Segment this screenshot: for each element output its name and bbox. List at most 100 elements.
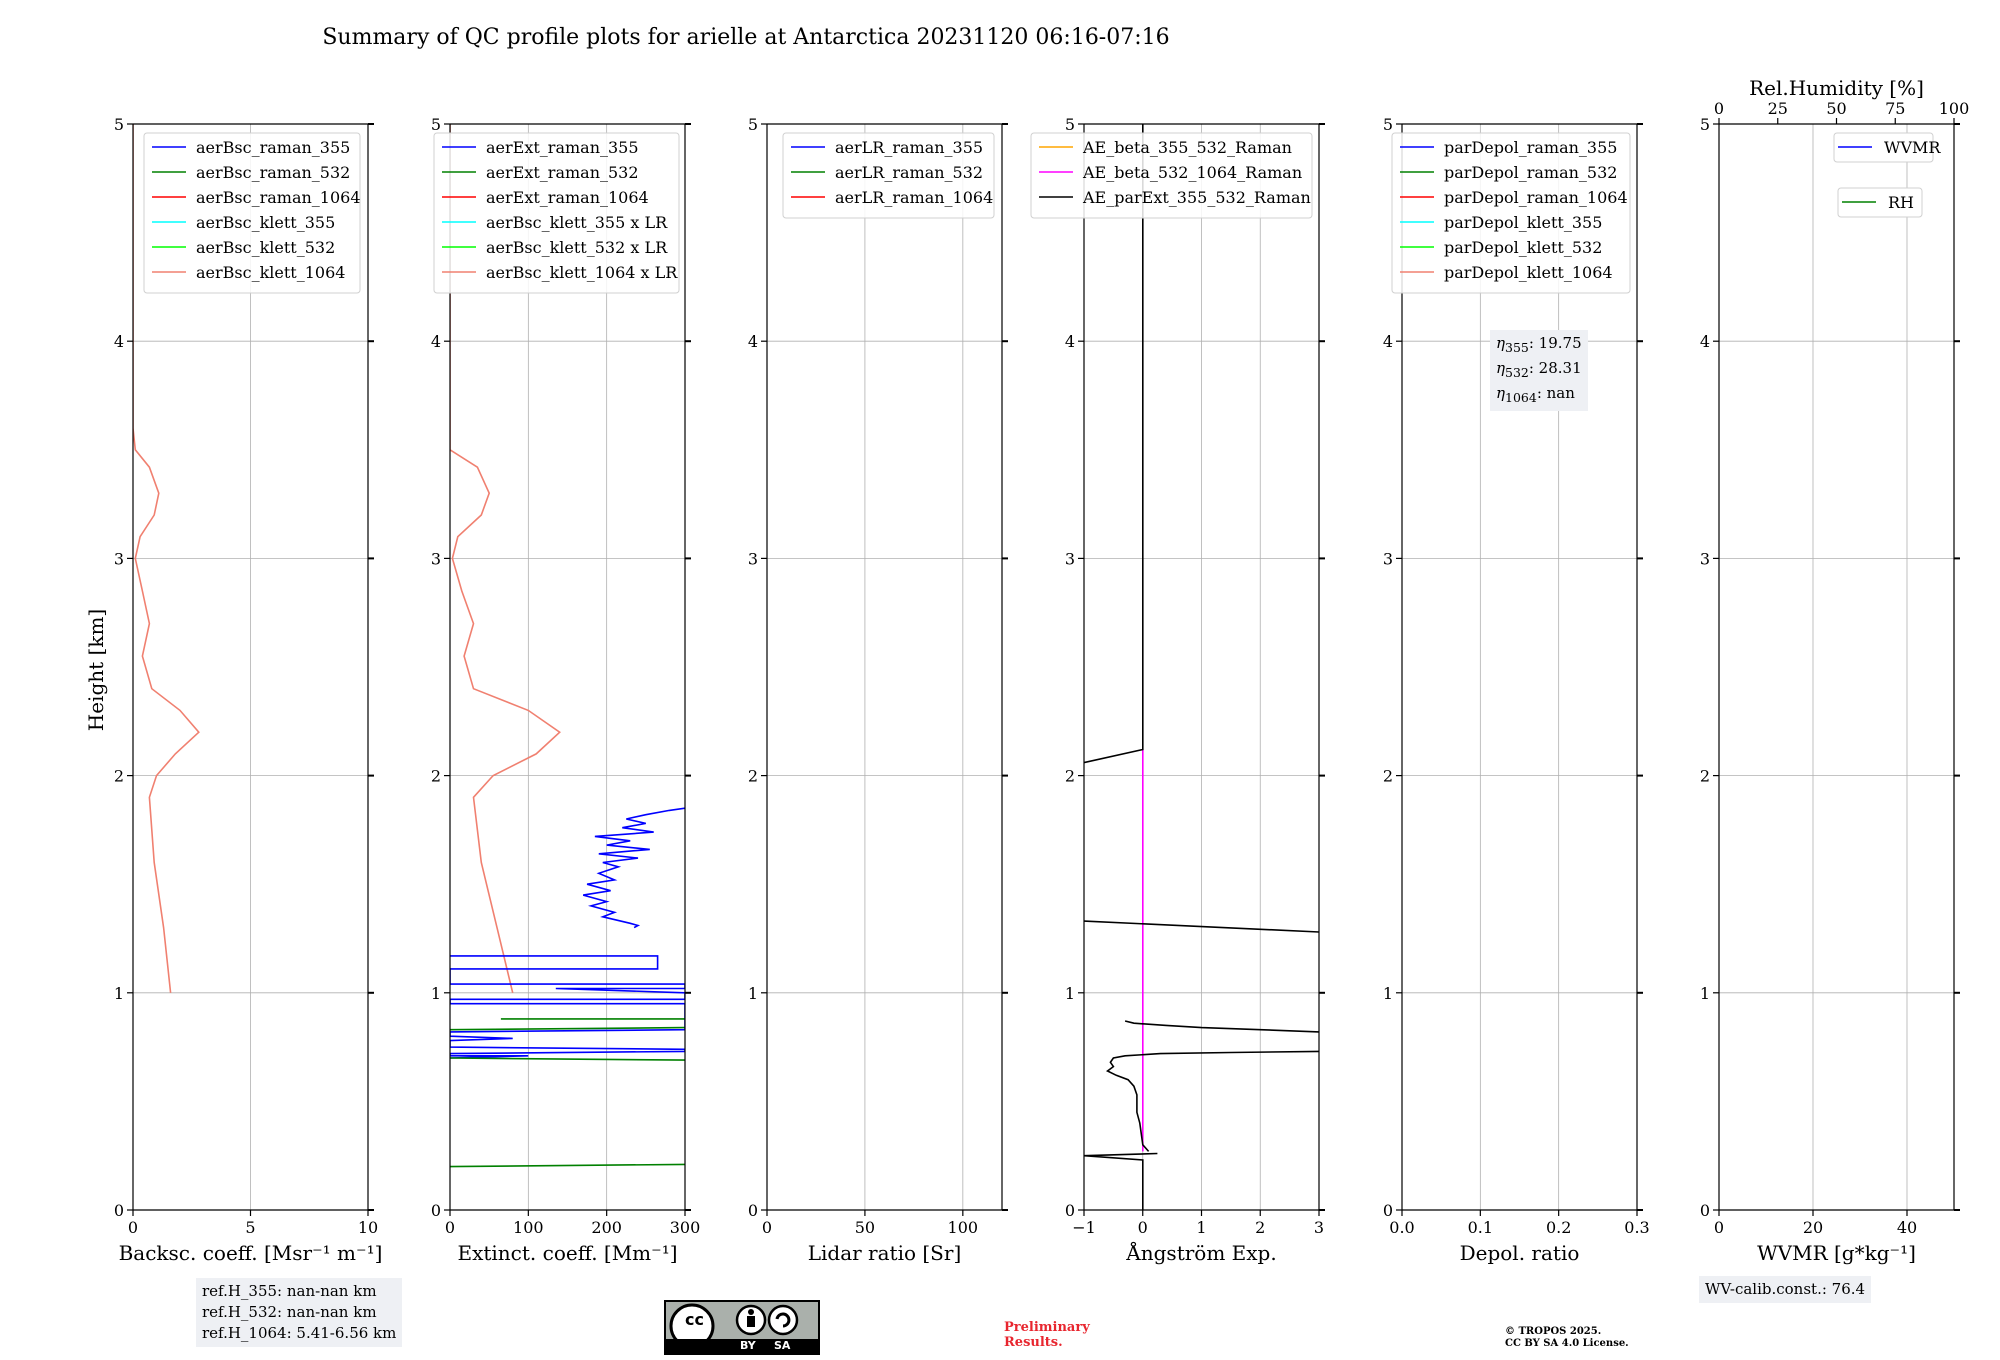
ref-height-355: ref.H_355: nan-nan km (202, 1282, 377, 1300)
x-tick-label-2: 0.2 (1546, 1218, 1571, 1237)
y-tick-label-0: 0 (748, 1201, 758, 1220)
legend-label-1: AE_beta_532_1064_Raman (1082, 163, 1302, 182)
y-tick-label-3: 3 (1065, 549, 1075, 568)
legend-label-2: AE_parExt_355_532_Raman (1082, 188, 1311, 207)
top-x-tick-label-4: 100 (1939, 99, 1970, 118)
x-tick-label-0: 0 (128, 1218, 138, 1237)
y-tick-label-3: 3 (1700, 549, 1710, 568)
cc-symbol-text: cc (685, 1310, 704, 1329)
x-axis-label-lr: Lidar ratio [Sr] (808, 1241, 962, 1265)
copyright-line-2: CC BY SA 4.0 License. (1505, 1338, 1629, 1349)
cc-logo-icon (669, 1303, 799, 1349)
y-tick-label-1: 1 (1700, 984, 1710, 1003)
series-line-ext-2 (450, 955, 685, 1059)
y-tick-label-4: 4 (1383, 332, 1393, 351)
preliminary-notice: Preliminary Results. (1004, 1320, 1090, 1350)
panel-bsc: 0 5 10 0 1 2 3 4 5 Backsc. coeff. [Msr⁻¹ m⁻¹] aerB… (114, 115, 383, 1265)
x-tick-label-2: 40 (1897, 1218, 1917, 1237)
x-tick-label-1: 50 (855, 1218, 875, 1237)
legend-label-3: aerBsc_klett_355 x LR (486, 213, 668, 232)
y-tick-label-5: 5 (1065, 115, 1075, 134)
legend-label-1: RH (1888, 193, 1914, 212)
legend-label-0: parDepol_raman_355 (1444, 138, 1617, 157)
legend-label-5: parDepol_klett_1064 (1444, 263, 1613, 282)
x-tick-label-0: 0 (445, 1218, 455, 1237)
series-line-ext-6 (450, 1163, 685, 1168)
y-tick-label-3: 3 (114, 549, 124, 568)
y-tick-label-4: 4 (1700, 332, 1710, 351)
x-tick-label-3: 2 (1255, 1218, 1265, 1237)
series-line-ae-1 (1084, 124, 1144, 764)
x-tick-label-1: 0 (1138, 1218, 1148, 1237)
y-tick-label-5: 5 (431, 115, 441, 134)
x-tick-label-0: 0 (1714, 1218, 1724, 1237)
y-tick-label-2: 2 (1383, 767, 1393, 786)
top-x-tick-label-1: 25 (1768, 99, 1788, 118)
top-x-tick-label-0: 0 (1714, 99, 1724, 118)
y-tick-label-1: 1 (1383, 984, 1393, 1003)
legend-label-0: aerBsc_raman_355 (196, 138, 350, 157)
eta-355: η355: 19.75 (1496, 334, 1582, 355)
series-line-bsc-0 (133, 124, 200, 993)
x-axis-label-ae: Ångström Exp. (1125, 1240, 1276, 1265)
x-tick-label-4: 3 (1314, 1218, 1324, 1237)
x-tick-label-3: 0.3 (1624, 1218, 1649, 1237)
legend-box (1030, 132, 1313, 219)
legend-label-2: aerBsc_raman_1064 (196, 188, 361, 207)
y-tick-label-5: 5 (1383, 115, 1393, 134)
panel-wv: 0 20 40 0 1 2 3 4 5 WVMR [g*kg⁻¹] 0 25 50 75 100 Rel.Hu… (1700, 76, 1969, 1265)
figure-title: Summary of QC profile plots for arielle … (322, 25, 1169, 50)
legend-box (1391, 132, 1631, 294)
series-line-ext-5 (450, 1057, 685, 1061)
x-tick-label-1: 0.1 (1468, 1218, 1493, 1237)
panel-lr: 0 50 100 0 1 2 3 4 5 Lidar ratio [Sr] aerLR_raman_… (748, 115, 1008, 1265)
y-tick-label-4: 4 (1065, 332, 1075, 351)
y-tick-label-5: 5 (1700, 115, 1710, 134)
x-axis-label-bsc: Backsc. coeff. [Msr⁻¹ m⁻¹] (119, 1241, 383, 1265)
legend-label-0: WVMR (1884, 138, 1941, 157)
legend-label-2: parDepol_raman_1064 (1444, 188, 1628, 207)
y-tick-label-5: 5 (748, 115, 758, 134)
y-tick-label-4: 4 (748, 332, 758, 351)
legend-label-0: AE_beta_355_532_Raman (1082, 138, 1292, 157)
y-tick-label-4: 4 (431, 332, 441, 351)
x-tick-label-2: 200 (591, 1218, 622, 1237)
legend-label-1: aerLR_raman_532 (835, 163, 983, 182)
series-line-ae-4 (1105, 1050, 1319, 1152)
wv-calibration-box: WV-calib.const.: 76.4 (1699, 1276, 1872, 1303)
x-tick-label-2: 1 (1196, 1218, 1206, 1237)
top-x-tick-label-3: 75 (1885, 99, 1905, 118)
x-tick-label-2: 10 (358, 1218, 378, 1237)
legend-box-0 (1833, 132, 1934, 163)
wv-calibration-text: WV-calib.const.: 76.4 (1705, 1280, 1866, 1298)
y-tick-label-0: 0 (114, 1201, 124, 1220)
y-tick-label-1: 1 (1065, 984, 1075, 1003)
series-line-ae-5 (1084, 1152, 1158, 1210)
x-tick-label-0: −1 (1072, 1218, 1096, 1237)
preliminary-line-1: Preliminary (1004, 1320, 1090, 1335)
x-tick-label-2: 100 (948, 1218, 979, 1237)
ref-height-532: ref.H_532: nan-nan km (202, 1303, 377, 1321)
x-axis-label-ext: Extinct. coeff. [Mm⁻¹] (457, 1241, 677, 1265)
series-line-ext-0 (450, 124, 561, 993)
y-tick-label-2: 2 (748, 767, 758, 786)
copyright-line-1: © TROPOS 2025. (1505, 1326, 1602, 1337)
series-line-ext-1 (582, 807, 685, 929)
y-tick-label-1: 1 (748, 984, 758, 1003)
x-axis-label-wv: WVMR [g*kg⁻¹] (1757, 1241, 1916, 1265)
y-tick-label-2: 2 (431, 767, 441, 786)
y-tick-label-3: 3 (1383, 549, 1393, 568)
reference-height-box: ref.H_355: nan-nan km ref.H_532: nan-nan… (196, 1278, 403, 1347)
legend-label-3: parDepol_klett_355 (1444, 213, 1602, 232)
legend-label-4: aerBsc_klett_532 (196, 238, 335, 257)
copyright-notice: © TROPOS 2025. CC BY SA 4.0 License. (1505, 1326, 1629, 1350)
eta-1064: η1064: nan (1496, 384, 1575, 405)
y-tick-label-2: 2 (114, 767, 124, 786)
y-tick-label-3: 3 (431, 549, 441, 568)
series-line-ae-3 (1124, 1020, 1319, 1033)
y-tick-label-0: 0 (1065, 1201, 1075, 1220)
y-tick-label-1: 1 (431, 984, 441, 1003)
legend-label-4: parDepol_klett_532 (1444, 238, 1602, 257)
